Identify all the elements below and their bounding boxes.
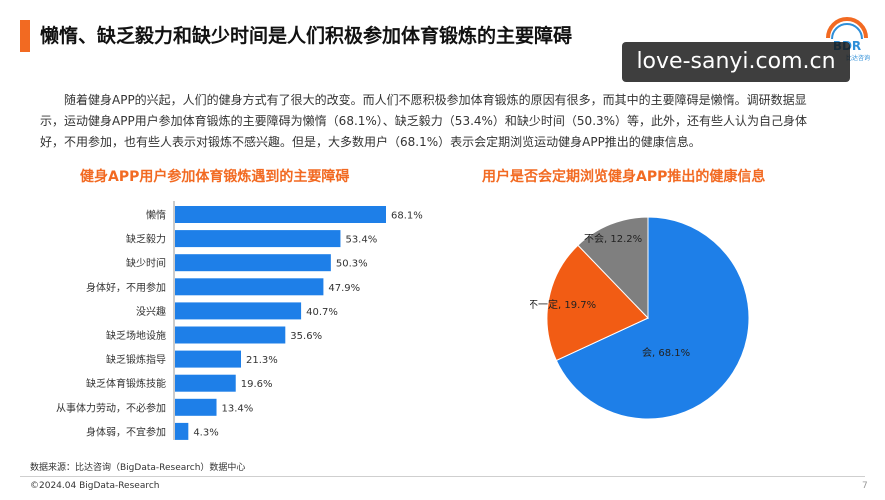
bar-category-label: 缺乏毅力 bbox=[126, 233, 166, 246]
bar-category-label: 缺少时间 bbox=[126, 257, 166, 270]
pie-chart: 会, 68.1% 不一定, 19.7% 不会, 12.2% bbox=[530, 216, 750, 420]
pie-slice-label: 不一定, 19.7% bbox=[530, 298, 596, 311]
bar-value-label: 68.1% bbox=[391, 211, 423, 222]
logo-arc bbox=[826, 17, 868, 39]
bar-category-label: 缺乏体育锻炼技能 bbox=[86, 377, 166, 390]
bar bbox=[175, 398, 217, 416]
bar-category-label: 缺乏锻炼指导 bbox=[106, 353, 166, 366]
bar bbox=[175, 254, 331, 272]
bar-category-label: 身体弱，不宜参加 bbox=[86, 425, 166, 438]
pie-slice bbox=[546, 244, 649, 362]
bar-category-label: 身体好，不用参加 bbox=[86, 281, 166, 294]
bar bbox=[175, 230, 341, 248]
bar-value-label: 53.4% bbox=[345, 235, 377, 246]
intro-paragraph: 随着健身APP的兴起，人们的健身方式有了很大的改变。而人们不愿积极参加体育锻炼的… bbox=[40, 93, 808, 149]
bar bbox=[175, 206, 386, 223]
bar-chart-title: 健身APP用户参加体育锻炼遇到的主要障碍 bbox=[80, 169, 350, 185]
bar bbox=[175, 278, 324, 296]
bar-value-label: 13.4% bbox=[222, 403, 254, 414]
pie-slice bbox=[577, 216, 649, 320]
title-accent-bar bbox=[20, 20, 30, 52]
bar bbox=[175, 302, 302, 320]
bar-chart: 懒惰 68.1% 缺乏毅力 53.4% 缺少时间 50.3% 身体好，不用参加 47.9% 没兴… bbox=[56, 201, 423, 440]
pie-slice-label: 不会, 12.2% bbox=[584, 232, 642, 245]
pie-slice bbox=[555, 216, 750, 420]
logo-sub-text: 比达咨询 bbox=[846, 54, 870, 62]
bar-category-label: 懒惰 bbox=[146, 209, 166, 222]
pie-chart-title: 用户是否会定期浏览健身APP推出的健康信息 bbox=[482, 169, 766, 185]
bar bbox=[175, 326, 286, 344]
pie-slice-label: 会, 68.1% bbox=[642, 346, 690, 359]
footer-divider bbox=[20, 476, 865, 477]
data-source: 数据来源：比达咨询（BigData-Research）数据中心 bbox=[30, 463, 246, 473]
copyright: ©2024.04 BigData-Research bbox=[30, 481, 160, 491]
bar bbox=[175, 350, 241, 368]
bar-value-label: 50.3% bbox=[336, 259, 368, 270]
bar-value-label: 40.7% bbox=[306, 307, 338, 318]
bar-value-label: 35.6% bbox=[290, 331, 322, 342]
bar bbox=[175, 374, 236, 392]
bar-category-label: 没兴趣 bbox=[136, 305, 166, 318]
bar-category-label: 从事体力劳动，不必参加 bbox=[56, 401, 166, 414]
bar-value-label: 47.9% bbox=[328, 283, 360, 294]
watermark: love-sanyi.com.cn bbox=[622, 42, 850, 82]
bar-value-label: 19.6% bbox=[241, 379, 273, 390]
bar bbox=[175, 422, 189, 440]
bar-value-label: 4.3% bbox=[193, 427, 218, 438]
bar-value-label: 21.3% bbox=[246, 355, 278, 366]
bar-category-label: 缺乏场地设施 bbox=[106, 329, 166, 342]
logo-inner-arc bbox=[831, 23, 863, 40]
page-title: 懒惰、缺乏毅力和缺少时间是人们积极参加体育锻炼的主要障碍 bbox=[40, 25, 573, 47]
page-number: 7 bbox=[862, 481, 868, 491]
